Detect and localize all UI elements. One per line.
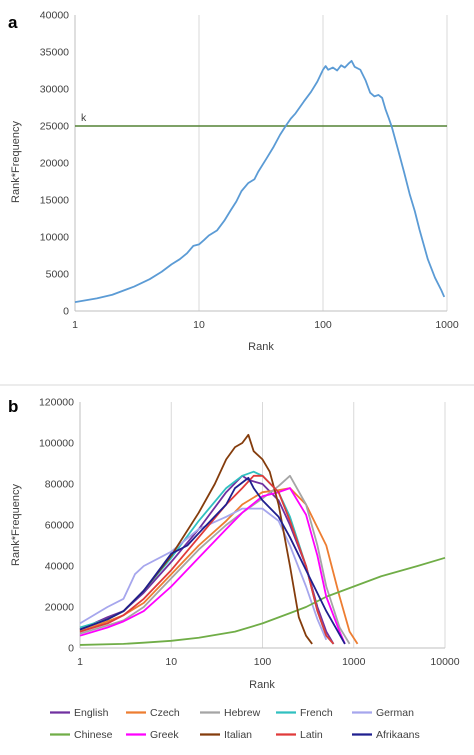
y-axis-title-a: Rank*Frequency <box>10 121 22 203</box>
series-line-chinese <box>79 556 446 646</box>
series-line-czech <box>79 487 359 645</box>
grid-lines-a <box>198 15 448 311</box>
series-lines-a <box>74 59 446 304</box>
series-line <box>74 59 446 304</box>
x-tick-labels-a: 1 10 100 1000 <box>72 319 459 331</box>
y-tick-labels-b: 0 20000 40000 60000 80000 100000 120000 <box>39 397 74 655</box>
y-tick-label: 5000 <box>46 269 70 281</box>
legend-label: Latin <box>300 729 323 741</box>
grid-lines-b <box>170 402 446 648</box>
axes-b <box>79 402 445 649</box>
legend-item-english[interactable]: English <box>50 707 109 719</box>
series-line-german <box>79 507 328 641</box>
legend-item-french[interactable]: French <box>276 707 333 719</box>
y-tick-label: 0 <box>63 306 69 318</box>
y-tick-label: 40000 <box>40 10 69 22</box>
legend-item-greek[interactable]: Greek <box>126 729 179 741</box>
y-tick-label: 35000 <box>40 47 69 59</box>
x-tick-label: 1000 <box>435 319 459 331</box>
legend: English Czech Hebrew French German Chinese Gre… <box>50 707 420 741</box>
y-tick-label: 10000 <box>40 232 69 244</box>
axes-a <box>74 15 447 312</box>
y-tick-label: 20000 <box>45 602 74 614</box>
legend-item-latin[interactable]: Latin <box>276 729 323 741</box>
x-tick-label: 100 <box>254 656 272 668</box>
series-lines-b <box>79 433 446 646</box>
legend-label: Chinese <box>74 729 113 741</box>
y-tick-label: 15000 <box>40 195 69 207</box>
x-tick-label: 1 <box>72 319 78 331</box>
legend-item-german[interactable]: German <box>352 707 414 719</box>
y-tick-label: 0 <box>68 643 74 655</box>
y-tick-labels-a: 0 5000 10000 15000 20000 25000 30000 35000 40000 <box>40 10 69 318</box>
x-tick-label: 10 <box>193 319 205 331</box>
x-axis-title-a: Rank <box>248 341 274 353</box>
y-tick-label: 30000 <box>40 84 69 96</box>
series-line-afrikaans <box>79 476 346 645</box>
panel-label-a: a <box>8 13 18 32</box>
y-tick-label: 25000 <box>40 121 69 133</box>
y-tick-label: 20000 <box>40 158 69 170</box>
legend-label: French <box>300 707 333 719</box>
annotation-k-line: k <box>75 112 447 127</box>
y-tick-label: 80000 <box>45 479 74 491</box>
y-axis-title-b: Rank*Frequency <box>10 484 22 566</box>
x-tick-label: 10000 <box>430 656 459 668</box>
series-line-greek <box>79 487 346 645</box>
legend-label: Afrikaans <box>376 729 420 741</box>
x-tick-label: 1000 <box>342 656 366 668</box>
legend-label: German <box>376 707 414 719</box>
legend-item-italian[interactable]: Italian <box>200 729 252 741</box>
legend-item-chinese[interactable]: Chinese <box>50 729 113 741</box>
legend-item-czech[interactable]: Czech <box>126 707 180 719</box>
series-line-latin <box>79 474 335 645</box>
legend-label: Hebrew <box>224 707 261 719</box>
legend-item-hebrew[interactable]: Hebrew <box>200 707 261 719</box>
legend-label: English <box>74 707 109 719</box>
legend-label: Czech <box>150 707 180 719</box>
x-axis-title-b: Rank <box>249 679 275 691</box>
x-tick-label: 10 <box>165 656 177 668</box>
y-tick-label: 40000 <box>45 561 74 573</box>
panel-label-b: b <box>8 397 18 416</box>
chart-panel-a: a 0 5000 10000 15000 20000 25000 30000 35000 400… <box>8 10 459 354</box>
x-tick-label: 1 <box>77 656 83 668</box>
y-tick-label: 120000 <box>39 397 74 409</box>
k-threshold-label: k <box>81 112 87 124</box>
y-tick-label: 60000 <box>45 520 74 532</box>
legend-item-afrikaans[interactable]: Afrikaans <box>352 729 420 741</box>
y-tick-label: 100000 <box>39 438 74 450</box>
x-tick-labels-b: 1 10 100 1000 10000 <box>77 656 460 668</box>
legend-label: Greek <box>150 729 179 741</box>
legend-label: Italian <box>224 729 252 741</box>
x-tick-label: 100 <box>314 319 332 331</box>
